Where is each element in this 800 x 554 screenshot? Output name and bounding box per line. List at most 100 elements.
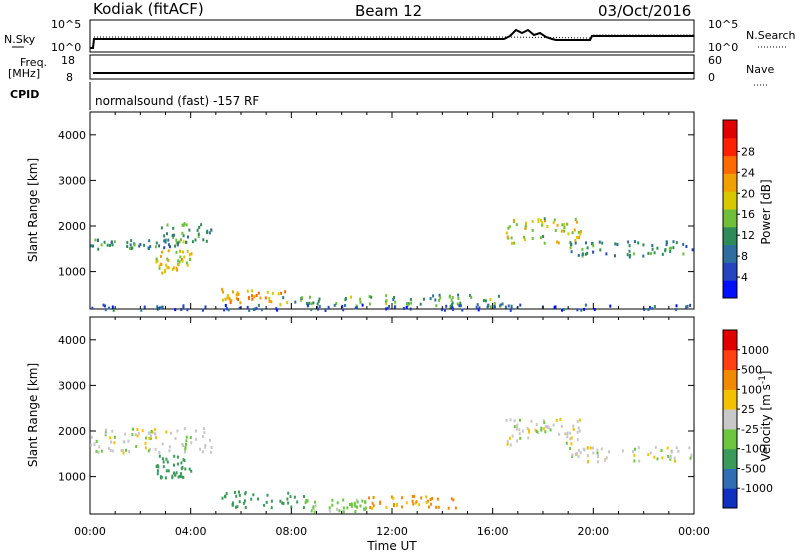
power-cell	[158, 266, 161, 270]
velocity-cell	[202, 450, 204, 454]
velocity-cell	[392, 496, 395, 500]
y-tick-label: 1000	[58, 266, 86, 279]
velocity-cell	[547, 426, 550, 430]
velocity-cell	[535, 430, 538, 433]
power-cell	[456, 302, 459, 306]
velocity-cell	[175, 471, 178, 475]
power-cell	[159, 306, 162, 310]
x-tick-label: 08:00	[275, 525, 307, 538]
velocity-cell	[544, 430, 547, 434]
velocity-cell	[338, 509, 341, 513]
power-cell	[478, 306, 481, 310]
velocity-cell	[174, 473, 177, 477]
velocity-cell	[540, 428, 543, 432]
velocity-cell	[279, 499, 282, 503]
power-cell	[493, 305, 496, 309]
velocity-cell	[361, 499, 364, 503]
velocity-cell	[527, 436, 530, 440]
velocity-cell	[608, 450, 610, 454]
velocity-cell	[342, 510, 345, 514]
power-cell	[609, 304, 612, 308]
power-cell	[642, 243, 645, 247]
velocity-cell	[401, 505, 404, 509]
velocity-cell	[552, 423, 555, 427]
power-cell	[307, 303, 310, 307]
power-cell	[409, 307, 412, 311]
power-cell	[544, 219, 546, 223]
velocity-cell	[656, 457, 659, 461]
velocity-cell	[565, 441, 568, 445]
velocity-cell	[98, 445, 101, 449]
velocity-cell	[155, 436, 157, 440]
power-cell	[235, 293, 238, 297]
power-cell	[148, 239, 151, 243]
power-cell	[284, 290, 287, 294]
power-cell	[268, 299, 271, 303]
velocity-cell	[210, 446, 213, 449]
velocity-cell	[675, 446, 678, 450]
power-cell	[508, 225, 511, 229]
velocity-cell	[149, 447, 152, 451]
power-cell	[507, 226, 510, 230]
velocity-cell	[621, 449, 624, 453]
power-cell	[385, 294, 388, 298]
velocity-cell	[670, 450, 673, 454]
velocity-cell	[521, 429, 524, 433]
power-cell	[675, 308, 678, 312]
velocity-cell	[586, 446, 589, 450]
power-cell	[316, 302, 319, 306]
power-cell	[553, 218, 556, 222]
power-cell	[182, 234, 185, 238]
velocity-cell	[204, 443, 207, 447]
power-cell	[475, 305, 478, 309]
velocity-cell	[454, 506, 457, 510]
colorbar-swatch	[723, 468, 737, 489]
velocity-cell	[369, 506, 372, 509]
velocity-cell	[132, 427, 134, 431]
velocity-cell	[90, 435, 93, 439]
power-cell	[539, 236, 542, 240]
velocity-cell	[667, 454, 670, 458]
velocity-cell	[429, 498, 432, 502]
power-cell	[318, 297, 321, 301]
velocity-cell	[578, 429, 581, 433]
power-cell	[310, 302, 313, 306]
velocity-cell	[669, 454, 672, 458]
velocity-cell	[587, 459, 590, 463]
velocity-cell	[161, 442, 164, 446]
power-cell	[505, 231, 508, 235]
velocity-cell	[136, 428, 139, 431]
velocity-cell	[393, 503, 395, 507]
velocity-cell	[669, 457, 672, 461]
velocity-cell	[420, 496, 423, 500]
power-cell	[104, 304, 106, 308]
power-cell	[257, 291, 260, 295]
colorbar-tick-label: 500	[741, 364, 762, 377]
velocity-cell	[555, 418, 558, 422]
power-cell	[457, 293, 460, 297]
velocity-cell	[390, 495, 393, 499]
velocity-cell	[195, 437, 198, 441]
power-cell	[255, 294, 258, 297]
power-cell	[394, 300, 397, 304]
power-cell	[227, 308, 230, 312]
velocity-cell	[173, 454, 176, 458]
power-cell	[507, 304, 510, 308]
velocity-cell	[95, 449, 98, 453]
velocity-cell	[250, 497, 253, 501]
velocity-cell	[661, 456, 664, 460]
colorbar-tick-label: -100	[741, 443, 766, 456]
power-cell	[167, 249, 170, 253]
velocity-cell	[128, 450, 131, 454]
freq-panel	[89, 54, 695, 80]
power-cell	[246, 289, 249, 293]
power-cell	[180, 308, 183, 311]
power-cell	[110, 240, 113, 244]
power-cell	[186, 250, 189, 253]
velocity-cell	[355, 498, 358, 502]
power-cell	[182, 240, 185, 244]
velocity-cell	[190, 441, 193, 445]
power-cell	[634, 240, 636, 244]
velocity-cell	[428, 505, 430, 509]
power-cell	[341, 305, 344, 308]
